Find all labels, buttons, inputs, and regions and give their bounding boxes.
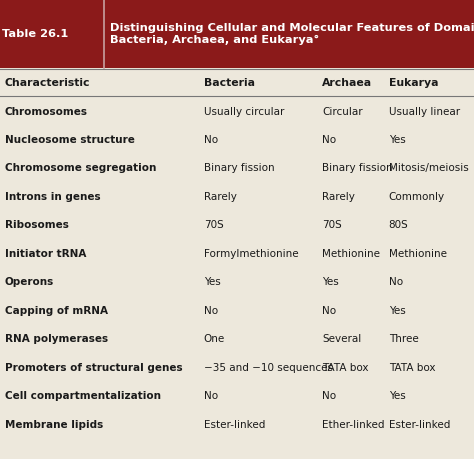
Text: Nucleosome structure: Nucleosome structure <box>5 135 135 145</box>
Text: Table 26.1: Table 26.1 <box>2 29 69 39</box>
Text: Distinguishing Cellular and Molecular Features of Domains
Bacteria, Archaea, and: Distinguishing Cellular and Molecular Fe… <box>110 22 474 45</box>
Text: 80S: 80S <box>389 220 409 230</box>
Text: Chromosome segregation: Chromosome segregation <box>5 163 156 174</box>
Text: Yes: Yes <box>389 135 405 145</box>
Text: Formylmethionine: Formylmethionine <box>204 249 299 259</box>
Text: −35 and −10 sequences: −35 and −10 sequences <box>204 363 333 373</box>
Text: Ester-linked: Ester-linked <box>389 420 450 430</box>
Text: Usually circular: Usually circular <box>204 106 284 117</box>
Text: Circular: Circular <box>322 106 363 117</box>
Text: Characteristic: Characteristic <box>5 78 90 88</box>
Text: Membrane lipids: Membrane lipids <box>5 420 103 430</box>
Text: Promoters of structural genes: Promoters of structural genes <box>5 363 182 373</box>
Text: Ester-linked: Ester-linked <box>204 420 265 430</box>
Text: TATA box: TATA box <box>322 363 369 373</box>
Text: Capping of mRNA: Capping of mRNA <box>5 306 108 316</box>
Text: Methionine: Methionine <box>389 249 447 259</box>
Text: Yes: Yes <box>204 277 220 287</box>
Text: Methionine: Methionine <box>322 249 380 259</box>
Text: Ether-linked: Ether-linked <box>322 420 385 430</box>
Text: No: No <box>322 391 337 401</box>
Text: Rarely: Rarely <box>204 192 237 202</box>
Text: 70S: 70S <box>322 220 342 230</box>
Text: Archaea: Archaea <box>322 78 373 88</box>
Text: TATA box: TATA box <box>389 363 435 373</box>
Text: Operons: Operons <box>5 277 54 287</box>
Text: RNA polymerases: RNA polymerases <box>5 334 108 344</box>
Text: Chromosomes: Chromosomes <box>5 106 88 117</box>
Text: Yes: Yes <box>389 306 405 316</box>
Text: No: No <box>204 391 218 401</box>
Text: Usually linear: Usually linear <box>389 106 460 117</box>
Text: No: No <box>204 306 218 316</box>
Text: Initiator tRNA: Initiator tRNA <box>5 249 86 259</box>
Text: Binary fission: Binary fission <box>204 163 274 174</box>
Text: No: No <box>322 135 337 145</box>
Text: Yes: Yes <box>322 277 339 287</box>
Bar <box>0 0 474 68</box>
Text: Ribosomes: Ribosomes <box>5 220 69 230</box>
Text: No: No <box>204 135 218 145</box>
Text: 70S: 70S <box>204 220 224 230</box>
Text: Mitosis/meiosis: Mitosis/meiosis <box>389 163 468 174</box>
Text: Eukarya: Eukarya <box>389 78 438 88</box>
Text: Yes: Yes <box>389 391 405 401</box>
Text: Three: Three <box>389 334 419 344</box>
Text: Several: Several <box>322 334 362 344</box>
Text: No: No <box>389 277 403 287</box>
Text: Introns in genes: Introns in genes <box>5 192 100 202</box>
Text: Bacteria: Bacteria <box>204 78 255 88</box>
Text: No: No <box>322 306 337 316</box>
Text: Rarely: Rarely <box>322 192 355 202</box>
Text: One: One <box>204 334 225 344</box>
Text: Commonly: Commonly <box>389 192 445 202</box>
Text: Binary fission: Binary fission <box>322 163 393 174</box>
Text: Cell compartmentalization: Cell compartmentalization <box>5 391 161 401</box>
